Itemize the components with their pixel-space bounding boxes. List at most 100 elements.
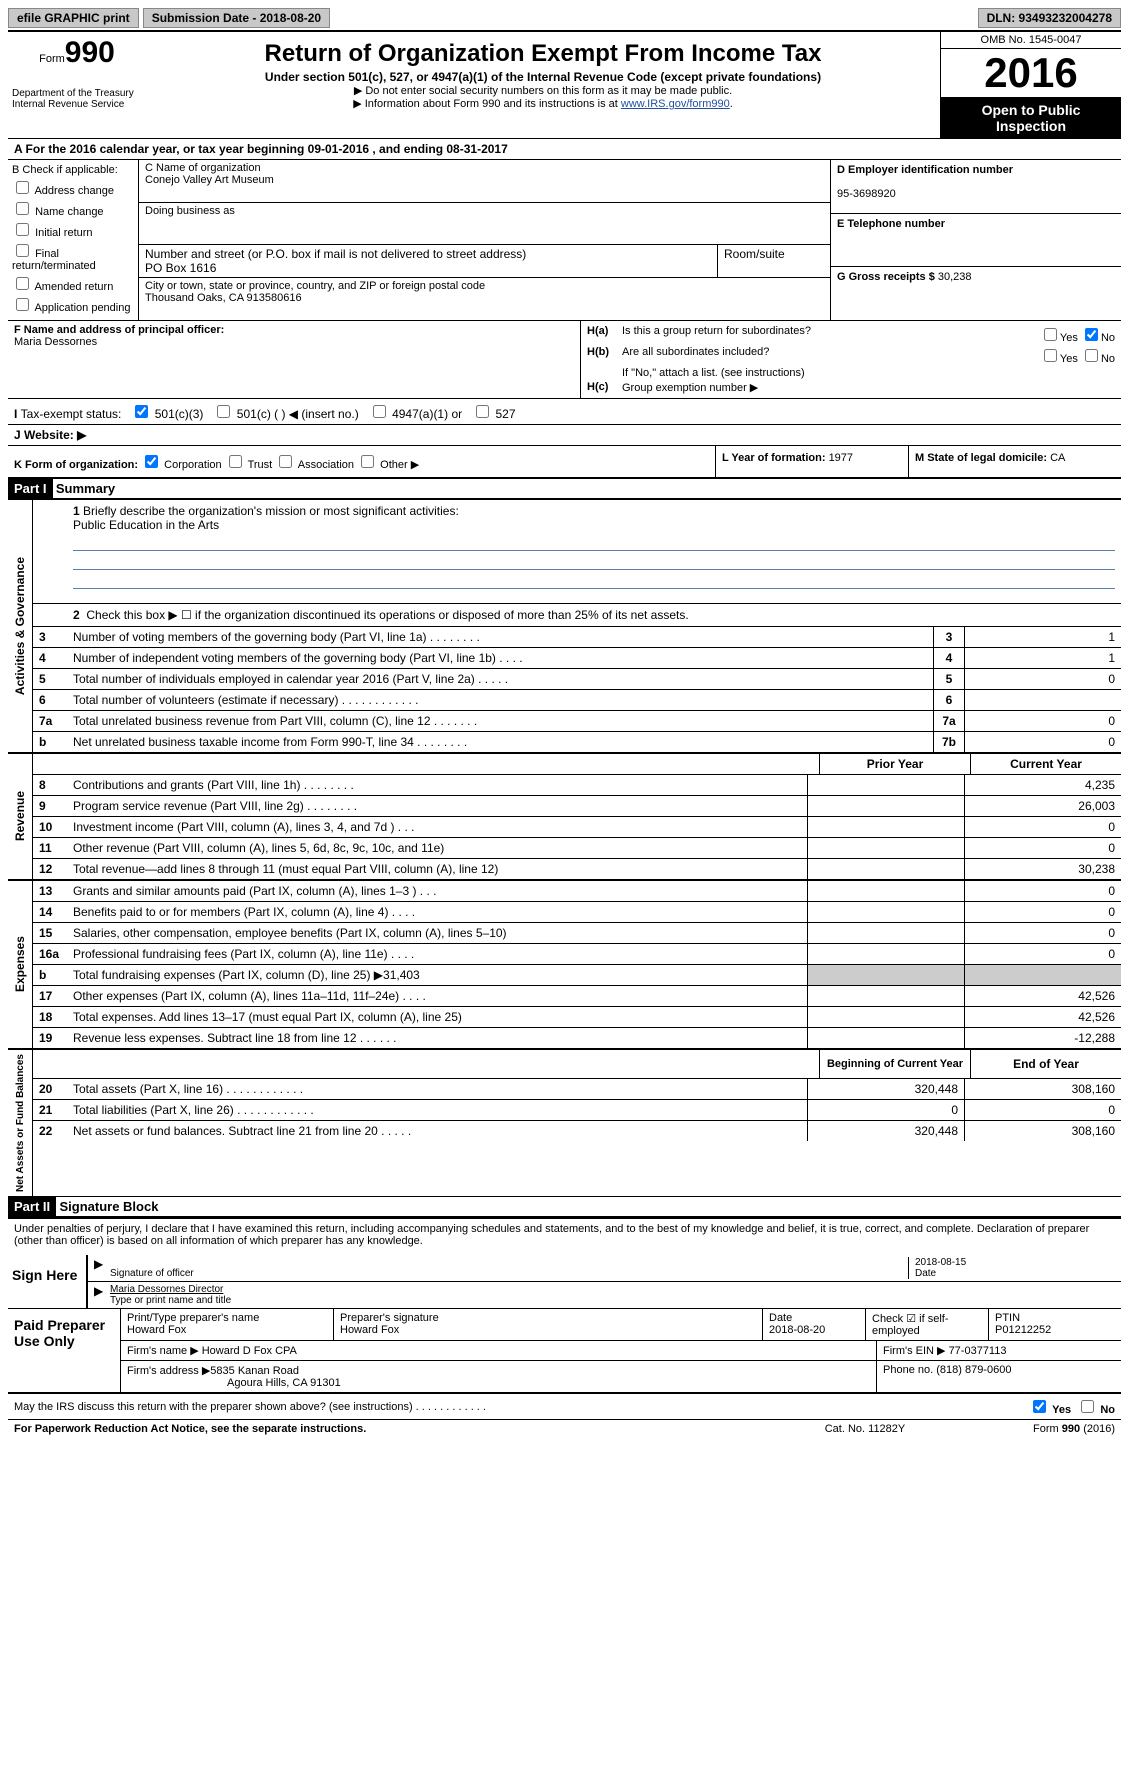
- l5: Total number of individuals employed in …: [73, 670, 933, 688]
- form-number-block: Form990 Department of the Treasury Inter…: [8, 32, 146, 138]
- l12: Total revenue—add lines 8 through 11 (mu…: [73, 860, 807, 878]
- v4: 1: [964, 648, 1121, 668]
- header-title-block: Return of Organization Exempt From Incom…: [146, 32, 940, 138]
- paid-preparer-block: Paid Preparer Use Only Print/Type prepar…: [8, 1308, 1121, 1392]
- year-formation-label: L Year of formation:: [722, 452, 829, 464]
- v15: 0: [964, 923, 1121, 943]
- row-fgh: F Name and address of principal officer:…: [8, 320, 1121, 398]
- signature-declaration: Under penalties of perjury, I declare th…: [8, 1217, 1121, 1251]
- chk-corp[interactable]: [145, 455, 158, 468]
- dba-label: Doing business as: [145, 205, 824, 217]
- org-name: Conejo Valley Art Museum: [145, 174, 824, 186]
- v19: -12,288: [964, 1028, 1121, 1048]
- hb-no[interactable]: [1085, 349, 1098, 362]
- chk-name-change[interactable]: Name change: [12, 199, 134, 218]
- officer-label: F Name and address of principal officer:: [14, 324, 224, 336]
- current-year: Current Year: [970, 754, 1121, 774]
- subtitle: Under section 501(c), 527, or 4947(a)(1)…: [152, 70, 934, 84]
- officer-name: Maria Dessornes: [14, 336, 97, 348]
- sig-officer-label: Signature of officer: [110, 1268, 194, 1279]
- open-public: Open to Public Inspection: [941, 98, 1121, 138]
- website-label: Website: ▶: [24, 428, 86, 442]
- begin-year: Beginning of Current Year: [819, 1050, 970, 1078]
- efile-button[interactable]: efile GRAPHIC print: [8, 8, 139, 28]
- discuss-text: May the IRS discuss this return with the…: [14, 1401, 1029, 1413]
- ptin-label: PTIN: [995, 1312, 1020, 1324]
- chk-527[interactable]: [476, 405, 489, 418]
- formorg-label: K Form of organization:: [14, 459, 138, 471]
- typed-name: Maria Dessornes Director: [110, 1284, 223, 1295]
- expenses: Expenses 13Grants and similar amounts pa…: [8, 879, 1121, 1048]
- discuss-no[interactable]: [1081, 1400, 1094, 1413]
- l10: Investment income (Part VIII, column (A)…: [73, 818, 807, 836]
- v7a: 0: [964, 711, 1121, 731]
- chk-address-change[interactable]: Address change: [12, 178, 134, 197]
- part2-header: Part II Signature Block: [8, 1197, 1121, 1217]
- l8: Contributions and grants (Part VIII, lin…: [73, 776, 807, 794]
- prep-date: 2018-08-20: [769, 1324, 825, 1336]
- l1-text: Briefly describe the organization's miss…: [83, 504, 459, 518]
- v13: 0: [964, 881, 1121, 901]
- ein: 95-3698920: [837, 188, 896, 200]
- col-f: F Name and address of principal officer:…: [8, 321, 581, 398]
- v17: 42,526: [964, 986, 1121, 1006]
- row-bcd: B Check if applicable: Address change Na…: [8, 159, 1121, 320]
- side-ag: Activities & Governance: [11, 553, 29, 699]
- form-footer: Form 990 (2016): [965, 1423, 1115, 1435]
- prep-sig-label: Preparer's signature: [340, 1312, 439, 1324]
- form-label: Form: [39, 53, 65, 65]
- hb-note: If "No," attach a list. (see instruction…: [622, 367, 1115, 379]
- l13: Grants and similar amounts paid (Part IX…: [73, 882, 807, 900]
- col-b-checkboxes: B Check if applicable: Address change Na…: [8, 160, 139, 320]
- ha-yes[interactable]: [1044, 328, 1057, 341]
- v20e: 308,160: [964, 1079, 1121, 1099]
- page-title: Return of Organization Exempt From Incom…: [152, 40, 934, 68]
- end-year: End of Year: [970, 1050, 1121, 1078]
- ha-text: Is this a group return for subordinates?: [622, 325, 995, 344]
- sig-date-label: Date: [915, 1268, 936, 1279]
- l6: Total number of volunteers (estimate if …: [73, 691, 933, 709]
- v6: [964, 690, 1121, 710]
- chk-final-return[interactable]: Final return/terminated: [12, 241, 134, 272]
- l9: Program service revenue (Part VIII, line…: [73, 797, 807, 815]
- col-d: D Employer identification number 95-3698…: [831, 160, 1121, 320]
- l16a: Professional fundraising fees (Part IX, …: [73, 945, 807, 963]
- chk-4947[interactable]: [373, 405, 386, 418]
- chk-amended[interactable]: Amended return: [12, 274, 134, 293]
- section-a: A For the 2016 calendar year, or tax yea…: [8, 138, 1121, 159]
- discuss-yes[interactable]: [1033, 1400, 1046, 1413]
- v9: 26,003: [964, 796, 1121, 816]
- header: Form990 Department of the Treasury Inter…: [8, 30, 1121, 138]
- side-net: Net Assets or Fund Balances: [13, 1050, 28, 1196]
- side-exp: Expenses: [11, 932, 29, 996]
- firm-name: Howard D Fox CPA: [202, 1345, 297, 1357]
- chk-501c[interactable]: [217, 405, 230, 418]
- chk-501c3[interactable]: [135, 405, 148, 418]
- discuss-row: May the IRS discuss this return with the…: [8, 1392, 1121, 1419]
- tax-status-label: Tax-exempt status:: [21, 407, 122, 421]
- irs-link[interactable]: www.IRS.gov/form990: [621, 98, 730, 110]
- chk-app-pending[interactable]: Application pending: [12, 295, 134, 314]
- domicile: CA: [1050, 452, 1065, 464]
- hb-yes[interactable]: [1044, 349, 1057, 362]
- chk-assoc[interactable]: [279, 455, 292, 468]
- v5: 0: [964, 669, 1121, 689]
- prep-date-label: Date: [769, 1312, 792, 1324]
- cat-no: Cat. No. 11282Y: [765, 1423, 965, 1435]
- side-rev: Revenue: [11, 787, 29, 845]
- paid-preparer-label: Paid Preparer Use Only: [8, 1309, 120, 1392]
- ha-no[interactable]: [1085, 328, 1098, 341]
- firm-name-label: Firm's name ▶: [127, 1345, 202, 1357]
- chk-trust[interactable]: [229, 455, 242, 468]
- chk-initial-return[interactable]: Initial return: [12, 220, 134, 239]
- firm-ein-label: Firm's EIN ▶: [883, 1345, 949, 1357]
- gross-label: G Gross receipts $: [837, 271, 938, 283]
- self-employed: Check ☑ if self-employed: [866, 1309, 989, 1340]
- v7b: 0: [964, 732, 1121, 752]
- prep-name-label: Print/Type preparer's name: [127, 1312, 259, 1324]
- chk-other[interactable]: [361, 455, 374, 468]
- l7a: Total unrelated business revenue from Pa…: [73, 712, 933, 730]
- row-km: K Form of organization: Corporation Trus…: [8, 445, 1121, 479]
- hc-text: Group exemption number ▶: [622, 381, 1115, 394]
- org-name-label: C Name of organization: [145, 162, 824, 174]
